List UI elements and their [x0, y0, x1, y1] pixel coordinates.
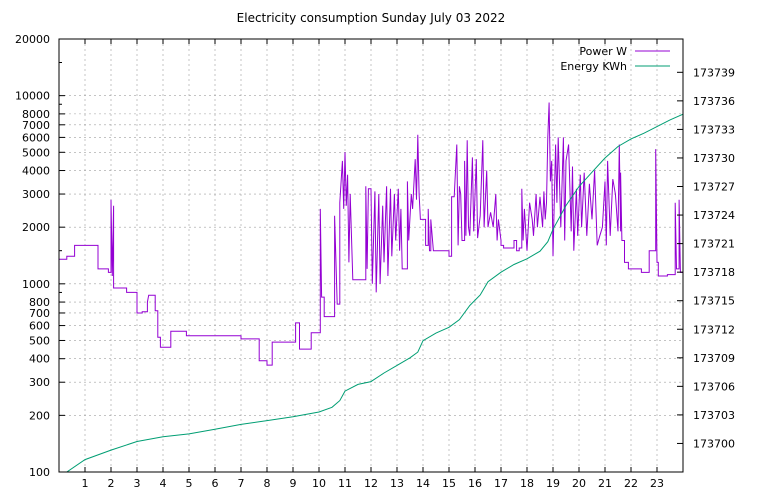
legend-label-energy: Energy KWh: [560, 60, 627, 73]
x-tick-label: 16: [468, 477, 482, 490]
y-right-tick-labels: 173700 173703 173706 173709 173712 173715 1737…: [693, 66, 735, 450]
y-left-tick-label: 300: [29, 376, 50, 389]
x-tick-label: 8: [264, 477, 271, 490]
y-right-tick-label: 173712: [693, 323, 735, 336]
y-right-tick-label: 173739: [693, 66, 735, 79]
y-left-tick-label: 500: [29, 334, 50, 347]
y-left-tick-label: 8000: [22, 108, 50, 121]
x-tick-label: 23: [650, 477, 664, 490]
y-right-tick-label: 173715: [693, 295, 735, 308]
x-tick-label: 5: [186, 477, 193, 490]
x-tick-label: 7: [238, 477, 245, 490]
y-left-tick-label: 5000: [22, 146, 50, 159]
x-tick-label: 9: [290, 477, 297, 490]
x-tick-label: 11: [338, 477, 352, 490]
y-left-tick-label: 3000: [22, 188, 50, 201]
y-left-tick-label: 2000: [22, 221, 50, 234]
grid: [59, 39, 683, 472]
y-left-tick-label: 200: [29, 409, 50, 422]
x-tick-label: 15: [442, 477, 456, 490]
x-tick-labels: 1 2 3 4 5 6 7 8 9 10 11 12 13 14 15 16 17 18 19 20 21 22 23: [82, 477, 665, 490]
x-tick-label: 2: [108, 477, 115, 490]
y-right-tick-label: 173700: [693, 437, 735, 450]
y-left-tick-label: 10000: [15, 90, 50, 103]
y-left-tick-label: 20000: [15, 33, 50, 46]
x-tick-label: 10: [312, 477, 326, 490]
y-right-tick-label: 173727: [693, 181, 735, 194]
tick-marks: [59, 38, 683, 473]
y-left-tick-label: 100: [29, 466, 50, 479]
y-right-tick-label: 173724: [693, 209, 735, 222]
y-right-tick-label: 173736: [693, 95, 735, 108]
x-tick-label: 20: [572, 477, 586, 490]
x-tick-label: 3: [134, 477, 141, 490]
y-left-tick-label: 600: [29, 320, 50, 333]
x-tick-label: 13: [390, 477, 404, 490]
y-right-tick-label: 173703: [693, 409, 735, 422]
y-right-tick-label: 173733: [693, 123, 735, 136]
y-right-tick-label: 173709: [693, 352, 735, 365]
y-left-tick-label: 800: [29, 296, 50, 309]
x-tick-label: 14: [416, 477, 430, 490]
x-tick-label: 12: [364, 477, 378, 490]
y-left-tick-label: 4000: [22, 165, 50, 178]
x-tick-label: 4: [160, 477, 167, 490]
x-tick-label: 21: [598, 477, 612, 490]
legend: Power W Energy KWh: [560, 45, 670, 73]
x-tick-label: 17: [494, 477, 508, 490]
x-tick-label: 1: [82, 477, 89, 490]
y-left-tick-label: 6000: [22, 131, 50, 144]
y-left-tick-label: 1000: [22, 278, 50, 291]
legend-label-power: Power W: [579, 45, 627, 58]
power-series-line: [59, 102, 683, 366]
y-right-tick-label: 173730: [693, 152, 735, 165]
y-left-tick-label: 7000: [22, 119, 50, 132]
chart-title: Electricity consumption Sunday July 03 2…: [237, 11, 506, 25]
series-layer: [59, 102, 683, 472]
y-left-tick-label: 400: [29, 353, 50, 366]
x-tick-label: 19: [546, 477, 560, 490]
x-tick-label: 22: [624, 477, 638, 490]
x-tick-label: 18: [520, 477, 534, 490]
y-right-tick-label: 173721: [693, 238, 735, 251]
energy-series-line: [66, 113, 683, 472]
x-tick-label: 6: [212, 477, 219, 490]
y-left-tick-label: 700: [29, 307, 50, 320]
y-right-tick-label: 173718: [693, 266, 735, 279]
y-right-tick-label: 173706: [693, 380, 735, 393]
